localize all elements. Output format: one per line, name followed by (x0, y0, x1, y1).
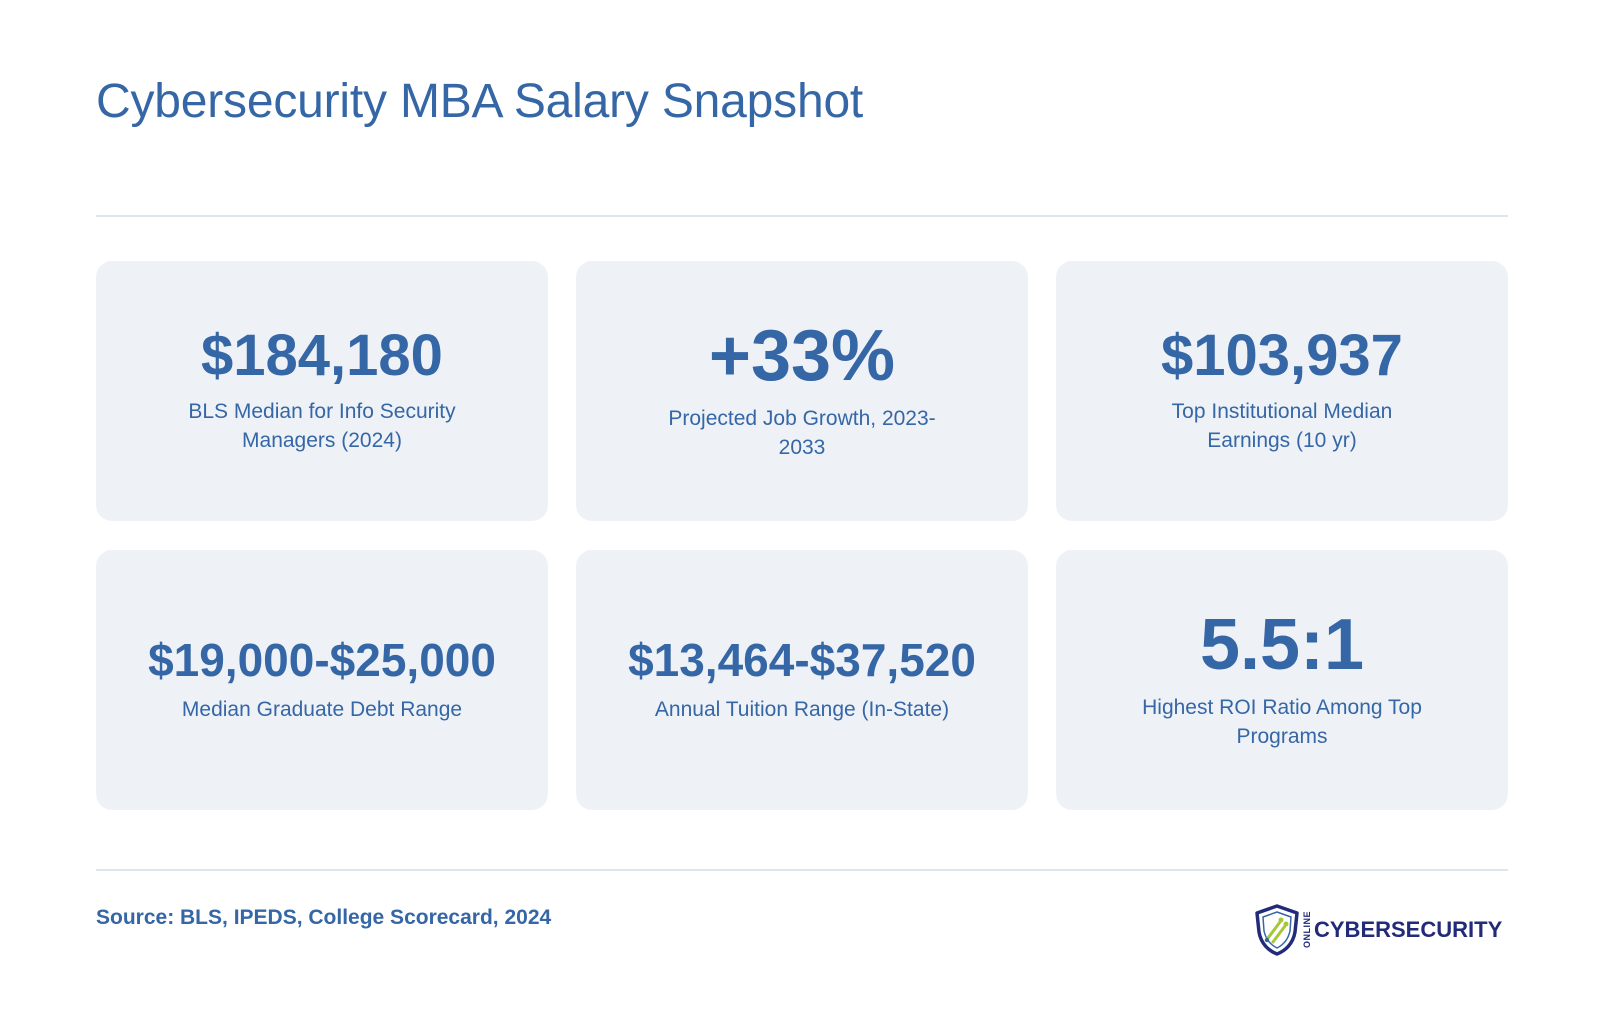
stat-card-tuition-range: $13,464-$37,520 Annual Tuition Range (In… (576, 550, 1028, 810)
stat-value: $19,000-$25,000 (148, 633, 496, 686)
stat-value: 5.5:1 (1199, 605, 1365, 685)
top-divider (96, 215, 1508, 217)
stat-label: Annual Tuition Range (In-State) (654, 697, 950, 721)
stat-value: $13,464-$37,520 (628, 633, 976, 686)
page-title: Cybersecurity MBA Salary Snapshot (96, 75, 864, 128)
bottom-divider (96, 869, 1508, 871)
logo-online-text: ONLINE (1302, 911, 1312, 949)
stat-card-debt-range: $19,000-$25,000 Median Graduate Debt Ran… (96, 550, 548, 810)
stat-value: +33% (708, 316, 896, 396)
stat-value: $184,180 (201, 323, 443, 388)
stat-card-job-growth: +33% Projected Job Growth, 2023-2033 (576, 261, 1028, 521)
stat-label: Median Graduate Debt Range (181, 697, 463, 721)
stat-card-roi-ratio: 5.5:1 Highest ROI Ratio Among Top Progra… (1056, 550, 1508, 810)
brand-logo: ONLINE CYBERSECURITY (1254, 904, 1502, 956)
stat-label: Projected Job Growth, 2023-2033 (668, 407, 936, 459)
stat-label: Top Institutional Median Earnings (10 yr… (1171, 400, 1393, 452)
stat-label: Highest ROI Ratio Among Top Programs (1142, 696, 1422, 748)
stat-value: $103,937 (1161, 323, 1403, 388)
stats-grid: $184,180 BLS Median for Info Security Ma… (96, 261, 1508, 810)
stat-card-bls-median: $184,180 BLS Median for Info Security Ma… (96, 261, 548, 521)
shield-logo-icon (1255, 904, 1299, 956)
source-note: Source: BLS, IPEDS, College Scorecard, 2… (96, 906, 552, 929)
logo-wordmark: CYBERSECURITY (1314, 917, 1503, 942)
stat-card-institutional-earnings: $103,937 Top Institutional Median Earnin… (1056, 261, 1508, 521)
stat-label: BLS Median for Info Security Managers (2… (188, 400, 456, 452)
